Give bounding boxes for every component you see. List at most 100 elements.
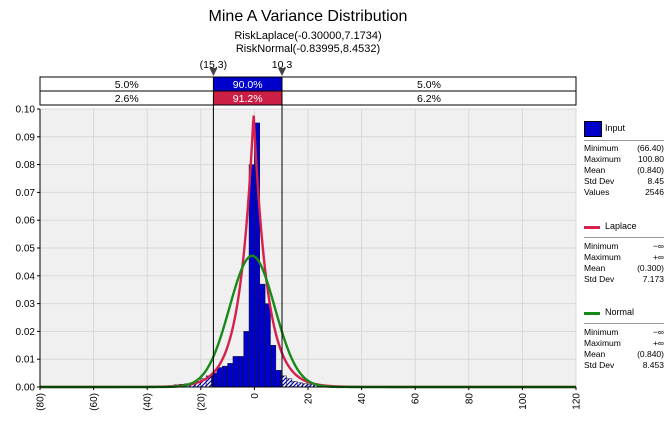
histogram-bar	[238, 356, 244, 388]
x-tick-label: (20)	[196, 393, 207, 411]
histogram-bar	[259, 283, 266, 388]
y-tick-label: 0.03	[16, 299, 36, 310]
right-delimiter-label: 10.3	[272, 59, 293, 71]
histogram-bar	[270, 345, 277, 388]
x-tick-label: (60)	[89, 393, 100, 411]
percent-bar-row	[39, 90, 577, 106]
left-delimiter-handle	[209, 68, 218, 76]
y-tick-label: 0.01	[16, 355, 36, 366]
percent-middle-label: 90.0%	[233, 79, 263, 91]
input-stat-label: Minimum	[584, 143, 619, 153]
x-tick-label: 120	[572, 393, 583, 410]
input-stat-row: Std Dev 8.45	[584, 176, 664, 187]
input-stat-value: (0.840)	[637, 165, 664, 175]
input-stat-value: 8.45	[647, 176, 664, 186]
y-tick-label: 0.08	[16, 160, 36, 171]
normal-stat-value: +∞	[652, 338, 664, 348]
input-stat-row: Mean (0.840)	[584, 165, 664, 176]
input-stat-label: Values	[584, 187, 610, 197]
laplace-stat-row: Std Dev 7.173	[584, 274, 664, 285]
normal-stat-label: Maximum	[584, 338, 621, 348]
percent-left-label: 5.0%	[115, 79, 139, 91]
laplace-stat-row: Maximum +∞	[584, 252, 664, 263]
x-tick-label: 100	[518, 393, 529, 410]
histogram-bar	[264, 303, 271, 388]
histogram-bar	[227, 363, 234, 388]
y-tick-label: 0.00	[16, 383, 36, 394]
normal-stat-row: Mean (0.840)	[584, 349, 664, 360]
legend-laplace-swatch	[584, 226, 600, 229]
legend-normal-label: Normal	[605, 307, 635, 317]
laplace-stat-value: 7.173	[642, 274, 664, 284]
normal-stat-row: Minimum −∞	[584, 327, 664, 338]
laplace-stat-label: Maximum	[584, 252, 621, 262]
y-tick-label: 0.07	[16, 188, 36, 199]
laplace-stat-label: Std Dev	[584, 274, 615, 284]
percent-right-label: 5.0%	[417, 79, 441, 91]
percent-bar-middle	[212, 90, 283, 106]
legend-divider	[584, 323, 664, 324]
histogram-bar	[232, 356, 239, 388]
normal-stat-label: Mean	[584, 349, 606, 359]
x-tick-label: 60	[411, 393, 422, 405]
x-tick-label: 80	[464, 393, 475, 405]
input-stat-row: Values 2546	[584, 187, 664, 198]
input-stat-label: Maximum	[584, 154, 621, 164]
chart-subtitle-normal: RiskNormal(-0.83995,8.4532)	[235, 43, 381, 55]
y-tick-label: 0.02	[16, 327, 36, 338]
laplace-stat-value: +∞	[652, 252, 664, 262]
histogram-bar	[291, 381, 298, 388]
input-stat-row: Minimum (66.40)	[584, 143, 664, 154]
x-tick-label: (40)	[143, 393, 154, 411]
legend-input-swatch	[584, 121, 602, 137]
x-tick-label: 20	[304, 393, 315, 405]
y-tick-label: 0.10	[16, 105, 36, 116]
histogram-bar	[221, 365, 228, 388]
input-stat-label: Mean	[584, 165, 606, 175]
histogram-bar	[275, 370, 282, 388]
chart-subtitle-laplace: RiskLaplace(-0.30000,7.1734)	[234, 30, 382, 42]
normal-stat-row: Maximum +∞	[584, 338, 664, 349]
y-tick-label: 0.05	[16, 244, 36, 255]
input-stat-label: Std Dev	[584, 176, 615, 186]
normal-stat-row: Std Dev 8.453	[584, 360, 664, 371]
laplace-stat-label: Mean	[584, 263, 606, 273]
normal-stat-label: Std Dev	[584, 360, 615, 370]
legend-divider	[584, 140, 664, 141]
input-stat-row: Maximum 100.80	[584, 154, 664, 165]
histogram-bar	[302, 383, 309, 388]
laplace-stat-row: Minimum −∞	[584, 241, 664, 252]
legend-divider	[584, 237, 664, 238]
y-tick-label: 0.06	[16, 216, 36, 227]
histogram-bar	[248, 164, 255, 388]
percent-right-label: 6.2%	[417, 93, 441, 105]
histogram-bar	[297, 382, 303, 388]
normal-stat-value: 8.453	[642, 360, 664, 370]
histogram-bar	[243, 331, 250, 388]
chart-title: Mine A Variance Distribution	[208, 8, 408, 25]
input-stat-value: (66.40)	[637, 143, 664, 153]
right-delimiter-handle	[278, 68, 287, 76]
histogram-bar	[216, 367, 223, 388]
histogram-bar	[286, 378, 293, 388]
x-tick-label: 0	[250, 393, 261, 399]
x-tick-label: 40	[357, 393, 368, 405]
legend-input-label: Input	[605, 123, 626, 133]
x-tick-label: (80)	[36, 393, 47, 411]
laplace-stat-label: Minimum	[584, 241, 619, 251]
percent-left-label: 2.6%	[115, 93, 139, 105]
laplace-stat-value: (0.300)	[637, 263, 664, 273]
normal-stat-value: −∞	[652, 327, 664, 337]
legend-laplace-label: Laplace	[605, 221, 637, 231]
input-stat-value: 2546	[645, 187, 664, 197]
percent-middle-label: 91.2%	[233, 93, 263, 105]
laplace-stat-row: Mean (0.300)	[584, 263, 664, 274]
left-delimiter-label: (15.3)	[200, 59, 227, 71]
laplace-stat-value: −∞	[652, 241, 664, 251]
normal-stat-label: Minimum	[584, 327, 619, 337]
normal-stat-value: (0.840)	[637, 349, 664, 359]
legend-normal-swatch	[584, 312, 600, 315]
y-tick-label: 0.04	[16, 271, 36, 282]
y-tick-label: 0.09	[16, 132, 36, 143]
